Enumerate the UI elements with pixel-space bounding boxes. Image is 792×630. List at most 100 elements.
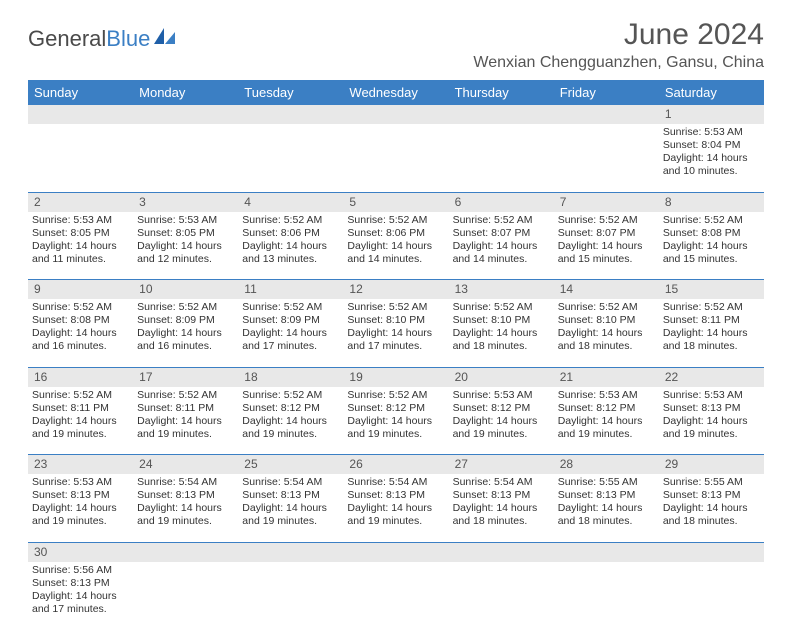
sunset-text: Sunset: 8:13 PM xyxy=(137,489,234,502)
day-number-cell: 26 xyxy=(343,455,448,475)
sunset-text: Sunset: 8:09 PM xyxy=(137,314,234,327)
day-detail-cell: Sunrise: 5:54 AMSunset: 8:13 PMDaylight:… xyxy=(238,474,343,542)
sunset-text: Sunset: 8:10 PM xyxy=(558,314,655,327)
day-number-cell: 6 xyxy=(449,192,554,212)
daylight-text: Daylight: 14 hours and 15 minutes. xyxy=(663,240,760,266)
sunset-text: Sunset: 8:11 PM xyxy=(663,314,760,327)
day-detail-cell: Sunrise: 5:52 AMSunset: 8:09 PMDaylight:… xyxy=(133,299,238,367)
sunset-text: Sunset: 8:09 PM xyxy=(242,314,339,327)
daylight-text: Daylight: 14 hours and 19 minutes. xyxy=(137,502,234,528)
sunrise-text: Sunrise: 5:53 AM xyxy=(663,126,760,139)
day-detail-cell: Sunrise: 5:52 AMSunset: 8:10 PMDaylight:… xyxy=(554,299,659,367)
sunrise-text: Sunrise: 5:52 AM xyxy=(137,389,234,402)
day-detail-cell: Sunrise: 5:52 AMSunset: 8:06 PMDaylight:… xyxy=(238,212,343,280)
day-detail-cell: Sunrise: 5:52 AMSunset: 8:07 PMDaylight:… xyxy=(449,212,554,280)
day-detail-cell: Sunrise: 5:52 AMSunset: 8:07 PMDaylight:… xyxy=(554,212,659,280)
sunset-text: Sunset: 8:07 PM xyxy=(453,227,550,240)
day-number-cell xyxy=(554,542,659,562)
sunset-text: Sunset: 8:12 PM xyxy=(347,402,444,415)
day-detail-cell: Sunrise: 5:52 AMSunset: 8:08 PMDaylight:… xyxy=(659,212,764,280)
day-detail-cell: Sunrise: 5:53 AMSunset: 8:12 PMDaylight:… xyxy=(449,387,554,455)
sunset-text: Sunset: 8:06 PM xyxy=(242,227,339,240)
day-number-cell xyxy=(449,542,554,562)
day-number-cell: 5 xyxy=(343,192,448,212)
day-detail-cell: Sunrise: 5:52 AMSunset: 8:10 PMDaylight:… xyxy=(343,299,448,367)
weekday-header: Tuesday xyxy=(238,80,343,105)
title-block: June 2024 Wenxian Chengguanzhen, Gansu, … xyxy=(473,18,764,72)
day-detail-cell: Sunrise: 5:54 AMSunset: 8:13 PMDaylight:… xyxy=(449,474,554,542)
month-title: June 2024 xyxy=(473,18,764,52)
daylight-text: Daylight: 14 hours and 17 minutes. xyxy=(242,327,339,353)
daylight-text: Daylight: 14 hours and 14 minutes. xyxy=(453,240,550,266)
sunset-text: Sunset: 8:12 PM xyxy=(242,402,339,415)
sunrise-text: Sunrise: 5:52 AM xyxy=(137,301,234,314)
day-detail-cell: Sunrise: 5:52 AMSunset: 8:12 PMDaylight:… xyxy=(238,387,343,455)
sunrise-text: Sunrise: 5:52 AM xyxy=(453,301,550,314)
day-detail-row: Sunrise: 5:53 AMSunset: 8:13 PMDaylight:… xyxy=(28,474,764,542)
day-number-row: 9101112131415 xyxy=(28,280,764,300)
day-detail-cell xyxy=(659,562,764,630)
weekday-header: Friday xyxy=(554,80,659,105)
day-number-row: 30 xyxy=(28,542,764,562)
sunset-text: Sunset: 8:08 PM xyxy=(663,227,760,240)
sunrise-text: Sunrise: 5:53 AM xyxy=(32,214,129,227)
day-number-row: 2345678 xyxy=(28,192,764,212)
sunset-text: Sunset: 8:13 PM xyxy=(32,577,129,590)
daylight-text: Daylight: 14 hours and 18 minutes. xyxy=(663,327,760,353)
day-number-cell: 9 xyxy=(28,280,133,300)
day-number-cell: 3 xyxy=(133,192,238,212)
day-number-cell xyxy=(659,542,764,562)
daylight-text: Daylight: 14 hours and 18 minutes. xyxy=(663,502,760,528)
sunset-text: Sunset: 8:04 PM xyxy=(663,139,760,152)
day-detail-cell: Sunrise: 5:52 AMSunset: 8:08 PMDaylight:… xyxy=(28,299,133,367)
header: GeneralBlue June 2024 Wenxian Chengguanz… xyxy=(28,18,764,72)
sunrise-text: Sunrise: 5:52 AM xyxy=(558,301,655,314)
sunset-text: Sunset: 8:13 PM xyxy=(347,489,444,502)
day-detail-cell xyxy=(343,562,448,630)
day-detail-cell xyxy=(133,562,238,630)
brand-logo: GeneralBlue xyxy=(28,26,178,52)
sunset-text: Sunset: 8:13 PM xyxy=(663,489,760,502)
day-detail-cell xyxy=(449,562,554,630)
day-number-cell: 17 xyxy=(133,367,238,387)
sunset-text: Sunset: 8:13 PM xyxy=(663,402,760,415)
calendar-table: Sunday Monday Tuesday Wednesday Thursday… xyxy=(28,80,764,630)
day-detail-row: Sunrise: 5:52 AMSunset: 8:08 PMDaylight:… xyxy=(28,299,764,367)
day-detail-cell: Sunrise: 5:52 AMSunset: 8:10 PMDaylight:… xyxy=(449,299,554,367)
daylight-text: Daylight: 14 hours and 14 minutes. xyxy=(347,240,444,266)
day-detail-cell: Sunrise: 5:53 AMSunset: 8:13 PMDaylight:… xyxy=(659,387,764,455)
day-detail-cell xyxy=(133,124,238,192)
day-detail-cell: Sunrise: 5:53 AMSunset: 8:04 PMDaylight:… xyxy=(659,124,764,192)
daylight-text: Daylight: 14 hours and 13 minutes. xyxy=(242,240,339,266)
sunset-text: Sunset: 8:12 PM xyxy=(453,402,550,415)
day-number-cell: 16 xyxy=(28,367,133,387)
daylight-text: Daylight: 14 hours and 17 minutes. xyxy=(32,590,129,616)
sunrise-text: Sunrise: 5:52 AM xyxy=(242,214,339,227)
sunrise-text: Sunrise: 5:54 AM xyxy=(137,476,234,489)
daylight-text: Daylight: 14 hours and 18 minutes. xyxy=(558,327,655,353)
day-number-cell xyxy=(449,105,554,124)
location: Wenxian Chengguanzhen, Gansu, China xyxy=(473,54,764,72)
day-detail-cell: Sunrise: 5:52 AMSunset: 8:11 PMDaylight:… xyxy=(133,387,238,455)
daylight-text: Daylight: 14 hours and 19 minutes. xyxy=(663,415,760,441)
daylight-text: Daylight: 14 hours and 16 minutes. xyxy=(32,327,129,353)
day-detail-cell xyxy=(28,124,133,192)
day-number-cell xyxy=(554,105,659,124)
day-detail-cell: Sunrise: 5:53 AMSunset: 8:13 PMDaylight:… xyxy=(28,474,133,542)
sunrise-text: Sunrise: 5:52 AM xyxy=(558,214,655,227)
sunset-text: Sunset: 8:11 PM xyxy=(32,402,129,415)
day-number-cell: 4 xyxy=(238,192,343,212)
sunset-text: Sunset: 8:05 PM xyxy=(32,227,129,240)
day-number-cell xyxy=(343,542,448,562)
day-number-row: 1 xyxy=(28,105,764,124)
sunset-text: Sunset: 8:13 PM xyxy=(242,489,339,502)
day-detail-cell: Sunrise: 5:53 AMSunset: 8:12 PMDaylight:… xyxy=(554,387,659,455)
day-detail-row: Sunrise: 5:52 AM Sunset: 8:11 PM Daylight:… xyxy=(28,387,764,455)
daylight-text: Daylight: 14 hours and 19 minutes. xyxy=(242,415,339,441)
day-number-cell: 25 xyxy=(238,455,343,475)
day-detail-cell: Sunrise: 5:52 AMSunset: 8:09 PMDaylight:… xyxy=(238,299,343,367)
daylight-text: Daylight: 14 hours and 19 minutes. xyxy=(242,502,339,528)
sunrise-text: Sunrise: 5:52 AM xyxy=(32,301,129,314)
day-number-cell: 21 xyxy=(554,367,659,387)
daylight-text: Daylight: 14 hours and 12 minutes. xyxy=(137,240,234,266)
